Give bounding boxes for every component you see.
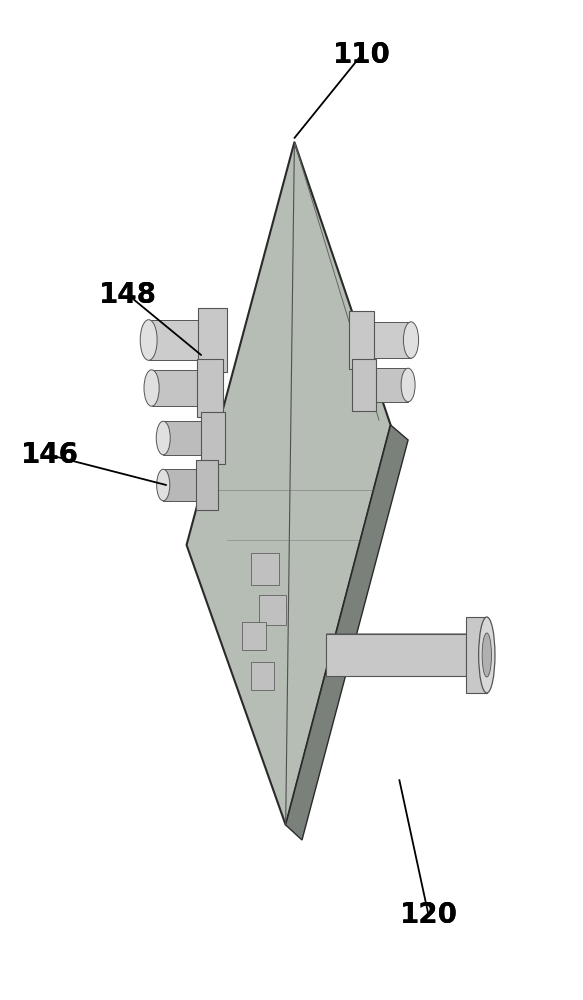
Bar xyxy=(198,308,227,372)
Bar xyxy=(466,617,487,693)
Bar xyxy=(353,359,376,411)
Bar xyxy=(197,359,223,417)
Bar xyxy=(259,595,286,625)
Bar xyxy=(201,412,224,464)
Bar xyxy=(163,469,207,501)
Bar xyxy=(361,322,411,358)
Ellipse shape xyxy=(479,617,495,693)
Text: 120: 120 xyxy=(399,901,458,929)
Text: 110: 110 xyxy=(332,41,391,69)
Bar xyxy=(152,370,210,406)
Ellipse shape xyxy=(401,368,415,402)
Ellipse shape xyxy=(144,370,159,406)
Ellipse shape xyxy=(156,421,170,455)
Text: 146: 146 xyxy=(20,441,79,469)
Ellipse shape xyxy=(403,322,419,358)
Bar xyxy=(149,320,213,360)
Polygon shape xyxy=(286,425,408,840)
Bar xyxy=(364,368,408,402)
Bar xyxy=(251,662,274,690)
Ellipse shape xyxy=(157,469,170,501)
Bar xyxy=(326,634,466,676)
Text: 120: 120 xyxy=(399,901,458,929)
Text: 148: 148 xyxy=(99,281,157,309)
Ellipse shape xyxy=(140,320,157,360)
Bar xyxy=(196,460,218,510)
Bar xyxy=(242,622,266,650)
Bar xyxy=(163,421,213,455)
Bar xyxy=(251,553,279,585)
Bar xyxy=(349,311,374,369)
Ellipse shape xyxy=(482,633,491,677)
Text: 148: 148 xyxy=(99,281,157,309)
Polygon shape xyxy=(326,634,481,642)
Text: 110: 110 xyxy=(332,41,391,69)
Text: 146: 146 xyxy=(20,441,79,469)
Polygon shape xyxy=(187,142,391,825)
